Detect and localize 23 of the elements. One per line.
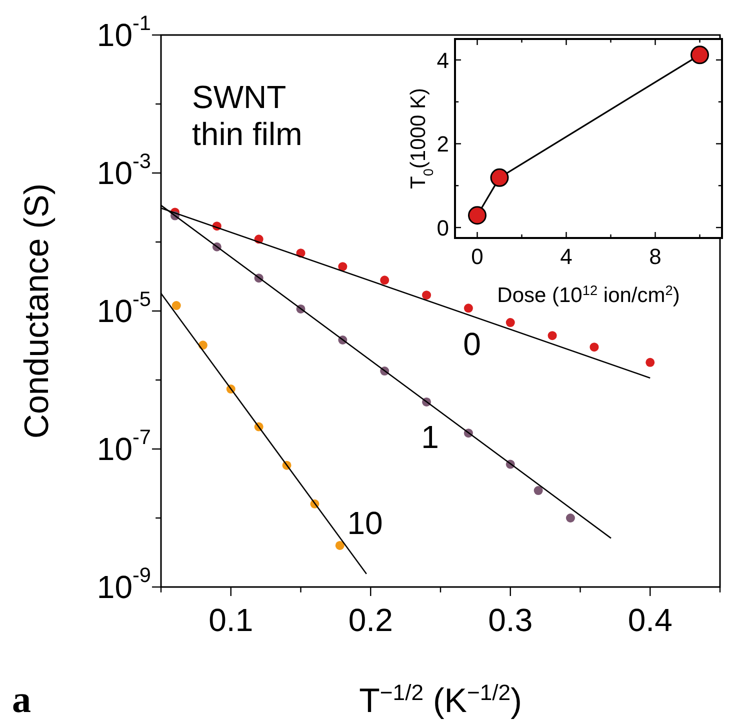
annotation: 1 xyxy=(421,419,439,455)
x-tick-label: 0 xyxy=(471,244,484,269)
x-tick-label: 0.3 xyxy=(488,602,533,638)
x-tick-label: 8 xyxy=(649,244,662,269)
text: a xyxy=(12,679,31,721)
y-tick-label: 0 xyxy=(436,215,449,240)
x-tick-label: 0.2 xyxy=(348,602,393,638)
y-tick-label: 2 xyxy=(436,131,449,156)
y-tick-label: 10$^{-3}$ xyxy=(96,150,151,191)
y-tick-label: 10$^{-9}$ xyxy=(96,564,151,605)
annotation: SWNT thin film xyxy=(192,79,302,152)
x-axis-title: Dose (10$^{12}$ ion/cm$^{2}$) xyxy=(497,282,680,307)
x-tick-label: 0.1 xyxy=(208,602,254,638)
annotation: 10 xyxy=(347,505,383,541)
y-tick-label: 10$^{-5}$ xyxy=(96,288,151,329)
y-tick-label: 10$^{-1}$ xyxy=(96,12,151,53)
x-tick-label: 4 xyxy=(560,244,572,269)
y-tick-label: 10$^{-7}$ xyxy=(96,426,151,467)
x-tick-label: 0.4 xyxy=(628,602,672,638)
x-axis-title: T$^{−1/2}$ (K$^{−1/2}$) xyxy=(359,680,522,720)
y-axis-title: Conductance (S) xyxy=(18,183,56,439)
annotation: 0 xyxy=(463,326,481,362)
y-tick-label: 4 xyxy=(436,47,449,72)
